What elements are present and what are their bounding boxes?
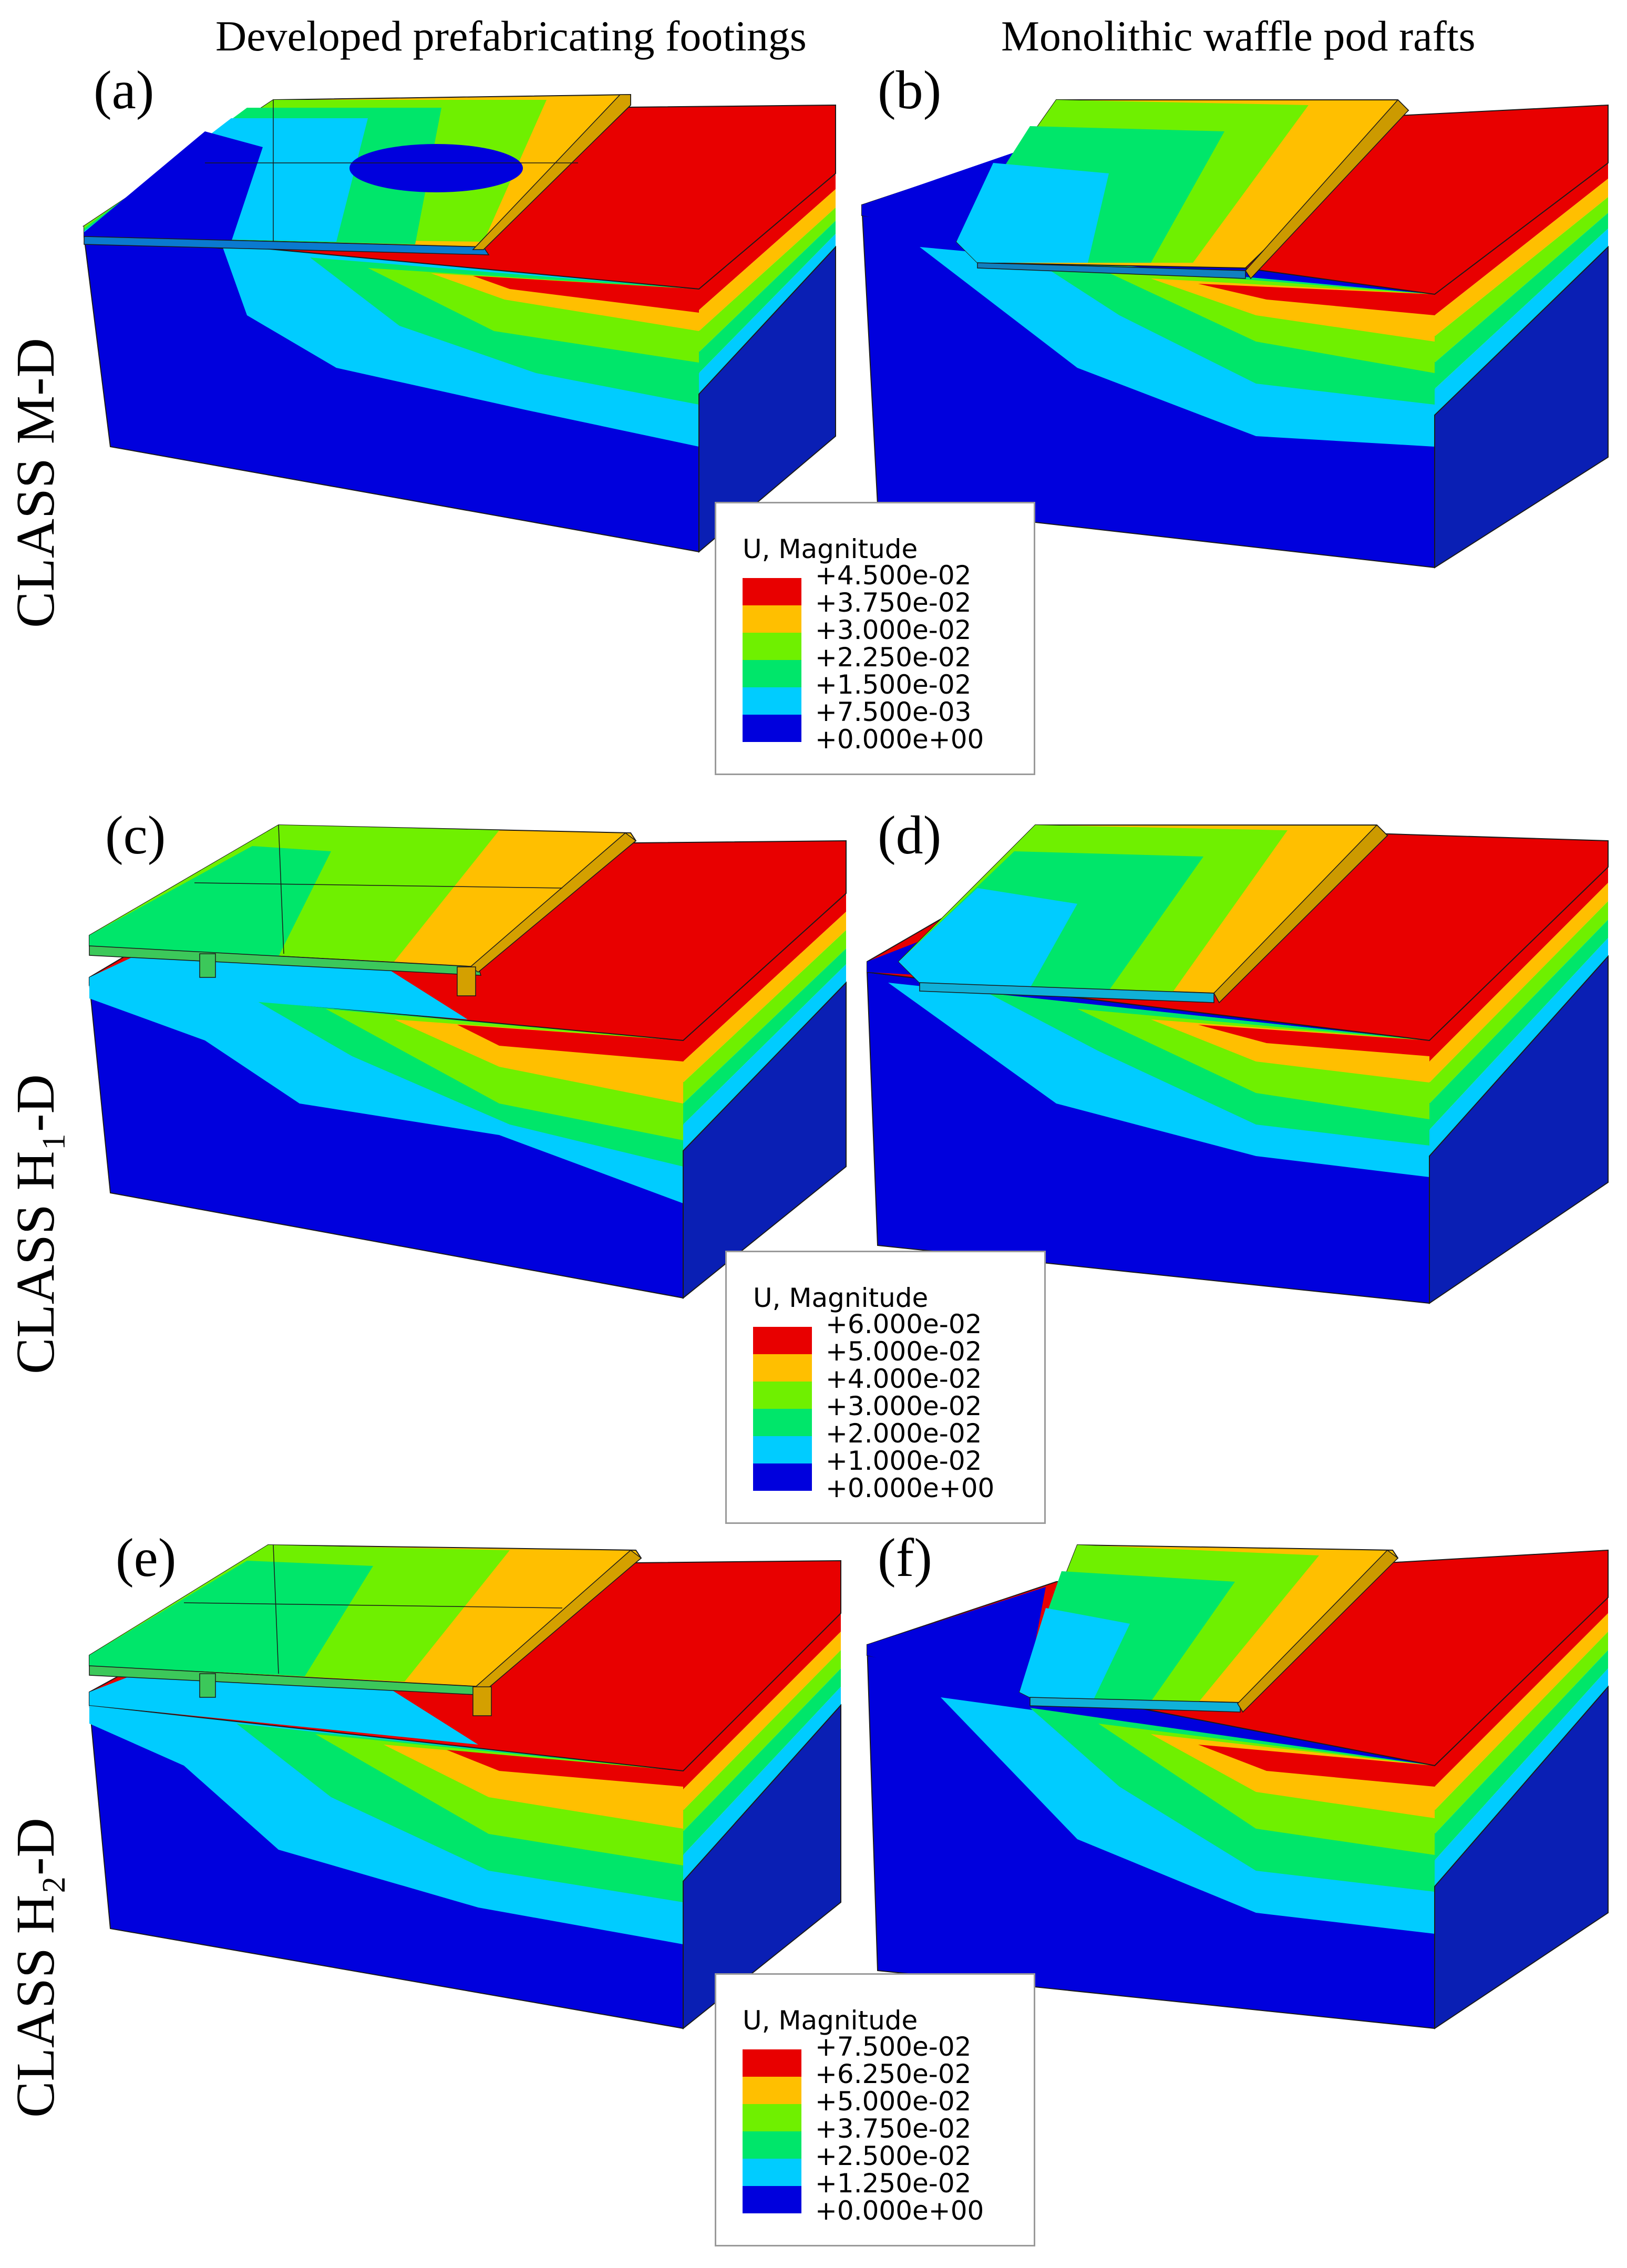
panel-label-b: (b) [878,60,942,120]
column-title-prefabricated: Developed prefabricating footings [215,12,807,60]
legend-value: +1.250e-02 [815,2168,972,2199]
legend-swatch [753,1327,812,1354]
panel-b-model [861,99,1609,569]
legend-value: +6.000e-02 [826,1309,982,1339]
legend-value: +0.000e+00 [815,2195,984,2226]
legend-title: U, Magnitude [743,2005,918,2036]
panel-label-a: (a) [94,60,155,120]
legend-value: +1.500e-02 [815,669,972,700]
row-label-m-d: CLASS M-D [5,338,66,628]
legend-swatch [743,2104,801,2131]
panel-e-model [88,1544,841,2030]
panel-label-d: (d) [878,805,942,865]
panel-c-model [88,824,847,1300]
legend-swatch [753,1354,812,1382]
panel-d-model [866,824,1609,1304]
legend-value: +0.000e+00 [815,724,984,755]
legend-swatch [743,687,801,715]
legend-value: +3.000e-02 [826,1391,982,1421]
legend-value: +3.750e-02 [815,2114,972,2144]
legend-title: U, Magnitude [753,1283,929,1313]
legend-value: +5.000e-02 [815,2086,972,2117]
legend-value: +1.000e-02 [826,1446,982,1476]
panel-label-e: (e) [116,1528,177,1588]
legend-swatch [753,1463,812,1491]
legend-swatch [743,633,801,660]
panel-f-model [866,1544,1609,2029]
legend-value: +2.250e-02 [815,642,972,673]
legend-value: +2.500e-02 [815,2141,972,2171]
legend-value: +4.500e-02 [815,560,972,591]
column-title-waffle-pod: Monolithic waffle pod rafts [1001,12,1476,60]
legend-swatch [743,2159,801,2186]
legend-value: +5.000e-02 [826,1336,982,1367]
panel-a-model [82,94,836,553]
panel-label-c: (c) [105,805,166,865]
legend-value: +3.750e-02 [815,587,972,618]
legend-class-h2-d: U, Magnitude +7.500e-02 +6.250e-02 +5.00… [715,1973,1035,2246]
legend-class-m-d: U, Magnitude +4.500e-02 +3.750e-02 +3.00… [715,502,1035,775]
legend-swatch [743,715,801,742]
legend-value: +7.500e-03 [815,697,972,727]
legend-value: +2.000e-02 [826,1418,982,1449]
panel-label-f: (f) [878,1528,932,1588]
legend-class-h1-d: U, Magnitude +6.000e-02 +5.000e-02 +4.00… [725,1251,1046,1524]
legend-swatch [743,660,801,687]
legend-value: +7.500e-02 [815,2032,972,2062]
legend-swatch [743,2131,801,2159]
legend-value: +6.250e-02 [815,2059,972,2089]
row-label-h1-d: CLASS H₁-D [5,1074,66,1374]
legend-value: +3.000e-02 [815,615,972,645]
legend-swatch [743,578,801,605]
legend-swatch [743,2049,801,2077]
row-label-h2-d: CLASS H₂-D [5,1818,66,2118]
legend-value: +0.000e+00 [826,1473,995,1503]
legend-value: +4.000e-02 [826,1364,982,1394]
legend-swatch [743,2186,801,2213]
legend-title: U, Magnitude [743,534,918,564]
legend-swatch [743,605,801,633]
legend-swatch [753,1382,812,1409]
legend-swatch [743,2077,801,2104]
legend-swatch [753,1436,812,1463]
legend-swatch [753,1409,812,1436]
